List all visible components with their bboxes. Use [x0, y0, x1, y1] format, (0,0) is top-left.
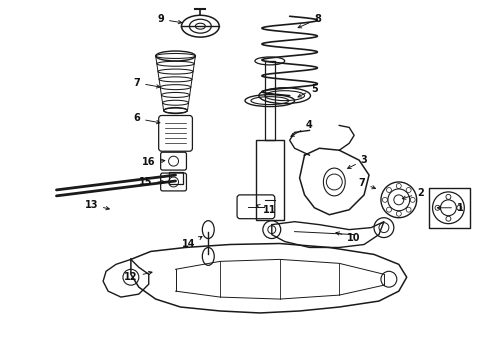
- Text: 2: 2: [402, 188, 424, 199]
- Text: 1: 1: [437, 203, 464, 213]
- Bar: [429, 188, 470, 228]
- Text: 14: 14: [182, 237, 202, 249]
- Text: 3: 3: [347, 155, 368, 168]
- Bar: [265, 61, 275, 140]
- Text: 13: 13: [84, 200, 109, 210]
- Text: 15: 15: [139, 177, 165, 187]
- Text: 12: 12: [124, 271, 152, 282]
- Text: 10: 10: [336, 232, 361, 243]
- Text: 8: 8: [298, 14, 321, 28]
- Text: 4: 4: [291, 121, 313, 136]
- Text: 7: 7: [133, 78, 160, 88]
- Text: 11: 11: [256, 204, 276, 215]
- Text: 6: 6: [133, 113, 160, 124]
- Text: 9: 9: [157, 14, 182, 24]
- Bar: [256, 140, 284, 220]
- Text: 16: 16: [142, 157, 165, 167]
- Text: 7: 7: [359, 178, 375, 189]
- Text: 5: 5: [298, 84, 318, 97]
- Bar: [169, 172, 183, 184]
